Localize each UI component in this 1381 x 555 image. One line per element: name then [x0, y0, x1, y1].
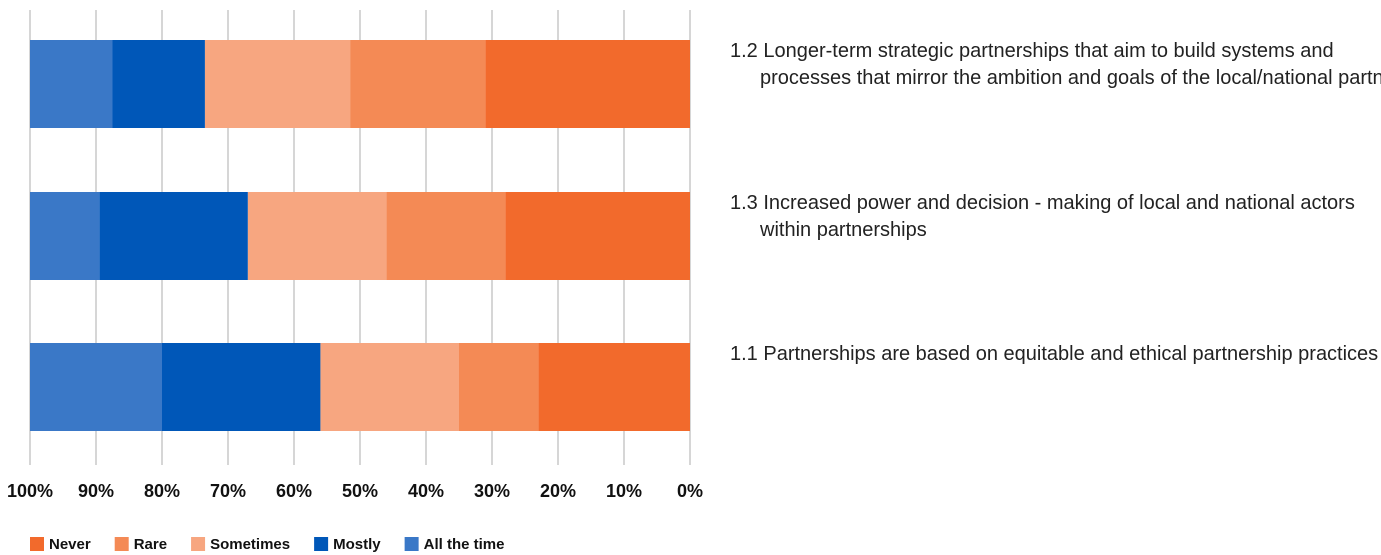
legend-label: Rare — [134, 536, 167, 553]
bar-segment — [538, 343, 690, 431]
bar-segment — [30, 192, 100, 280]
category-label: 1.1 Partnerships are based on equitable … — [730, 343, 1379, 365]
bar-segment — [505, 192, 690, 280]
bar-segment — [162, 343, 321, 431]
x-tick-label: 90% — [78, 481, 114, 501]
x-tick-label: 70% — [210, 481, 246, 501]
bar-segment — [204, 40, 351, 128]
bar-segment — [247, 192, 387, 280]
x-tick-label: 100% — [7, 481, 53, 501]
x-tick-label: 40% — [408, 481, 444, 501]
legend-swatch — [114, 537, 129, 551]
bar-segment — [99, 192, 248, 280]
bar-segment — [30, 343, 162, 431]
x-tick-label: 60% — [276, 481, 312, 501]
bar-segment — [320, 343, 459, 431]
legend-swatch — [30, 537, 44, 551]
legend-label: Never — [49, 536, 91, 553]
x-tick-label: 50% — [342, 481, 378, 501]
bar-segment — [459, 343, 539, 431]
legend-swatch — [314, 537, 329, 551]
x-tick-label: 10% — [606, 481, 642, 501]
legend-swatch — [404, 537, 419, 551]
legend-swatch — [191, 537, 206, 551]
category-label: 1.2 Longer-term strategic partnerships t… — [730, 40, 1381, 89]
bar-segment — [30, 40, 113, 128]
legend-label: Mostly — [333, 536, 381, 553]
legend-label: Sometimes — [210, 536, 290, 553]
legend-label: All the time — [424, 536, 505, 553]
x-tick-label: 80% — [144, 481, 180, 501]
bar-segment — [386, 192, 506, 280]
x-tick-label: 30% — [474, 481, 510, 501]
category-label: 1.3 Increased power and decision - makin… — [730, 192, 1355, 241]
x-tick-label: 0% — [677, 481, 703, 501]
bar-segment — [485, 40, 690, 128]
bar-segment — [350, 40, 486, 128]
x-tick-label: 20% — [540, 481, 576, 501]
bar-segment — [112, 40, 205, 128]
